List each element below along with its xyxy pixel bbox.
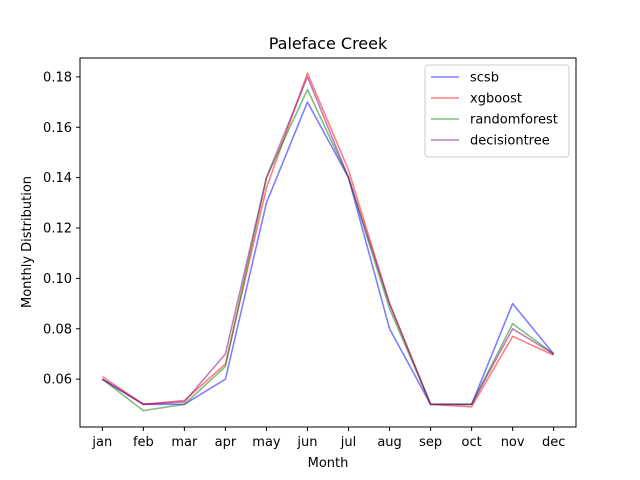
series-line-xgboost <box>101 72 555 408</box>
y-axis-label: Monthly Distribution <box>20 176 35 308</box>
y-tick-label-1: 0.08 <box>43 322 72 337</box>
x-tick-label-sep: sep <box>419 435 442 450</box>
x-tick-label-mar: mar <box>171 435 198 450</box>
x-tick-label-aug: aug <box>377 435 401 450</box>
legend-label-xgboost: xgboost <box>470 92 522 107</box>
x-tick-label-jan: jan <box>91 435 112 450</box>
x-tick-label-apr: apr <box>215 435 237 450</box>
x-axis-label: Month <box>308 456 349 471</box>
y-tick-label-4: 0.14 <box>43 171 72 186</box>
x-tick-label-may: may <box>252 435 281 450</box>
y-tick-label-3: 0.12 <box>43 222 72 237</box>
y-tick-label-2: 0.10 <box>43 272 72 287</box>
x-tick-label-jul: jul <box>340 435 356 450</box>
legend: scsb xgboost randomforest decisiontree <box>424 64 570 158</box>
legend-label-randomforest: randomforest <box>470 113 558 128</box>
x-tick-label-nov: nov <box>501 435 525 450</box>
plot-area: jan feb mar apr may jun jul aug sep oct nov dec 0.06… <box>43 57 577 450</box>
legend-box <box>424 64 570 158</box>
y-tick-label-6: 0.18 <box>43 70 72 85</box>
x-tick-label-feb: feb <box>133 435 154 450</box>
x-tick-label-dec: dec <box>542 435 565 450</box>
plot-frame <box>79 57 577 428</box>
legend-label-scsb: scsb <box>470 71 499 86</box>
series-line-decisiontree <box>101 76 555 406</box>
x-tick-label-jun: jun <box>296 435 317 450</box>
y-tick-label-0: 0.06 <box>43 373 72 388</box>
y-tick-label-5: 0.16 <box>43 121 72 136</box>
chart-title: Paleface Creek <box>269 34 388 53</box>
series-line-scsb <box>101 101 555 406</box>
x-tick-label-oct: oct <box>462 435 482 450</box>
legend-label-decisiontree: decisiontree <box>470 134 550 149</box>
